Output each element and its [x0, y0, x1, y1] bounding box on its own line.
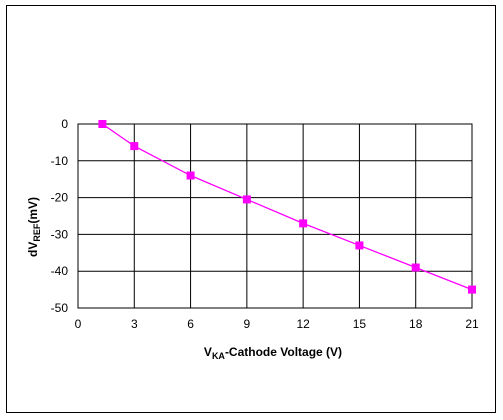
- x-tick-label: 15: [353, 317, 367, 331]
- x-tick-label: 6: [187, 317, 194, 331]
- chart-frame: [6, 5, 496, 413]
- x-tick-label: 12: [296, 317, 310, 331]
- plot-area-border: [77, 123, 473, 309]
- data-point: [186, 171, 195, 180]
- series-markers: [98, 120, 476, 294]
- data-point: [242, 195, 251, 204]
- data-point: [130, 142, 139, 151]
- x-axis-ticks: 0 3 6 9 12 15 18 21: [75, 317, 479, 331]
- data-point: [468, 285, 476, 294]
- x-tick-label: 9: [244, 317, 251, 331]
- x-tick-label: 18: [409, 317, 423, 331]
- y-tick-label: 0: [61, 117, 68, 131]
- y-axis-title: dVREF(mV): [26, 197, 42, 257]
- data-point: [98, 120, 107, 128]
- y-tick-label: -10: [51, 154, 69, 168]
- data-point: [411, 263, 420, 272]
- grid-lines: [77, 123, 473, 309]
- y-axis-ticks: 0 -10 -20 -30 -40 -50: [51, 117, 69, 315]
- data-point: [299, 219, 308, 228]
- y-tick-label: -50: [51, 301, 69, 315]
- y-tick-label: -40: [51, 264, 69, 278]
- data-point: [355, 241, 364, 250]
- x-tick-label: 21: [465, 317, 479, 331]
- x-tick-label: 0: [75, 317, 82, 331]
- y-tick-label: -20: [51, 191, 69, 205]
- x-tick-label: 3: [131, 317, 138, 331]
- x-axis-title: VKA-Cathode Voltage (V): [204, 345, 342, 361]
- y-tick-label: -30: [51, 227, 69, 241]
- series-line: [102, 123, 473, 291]
